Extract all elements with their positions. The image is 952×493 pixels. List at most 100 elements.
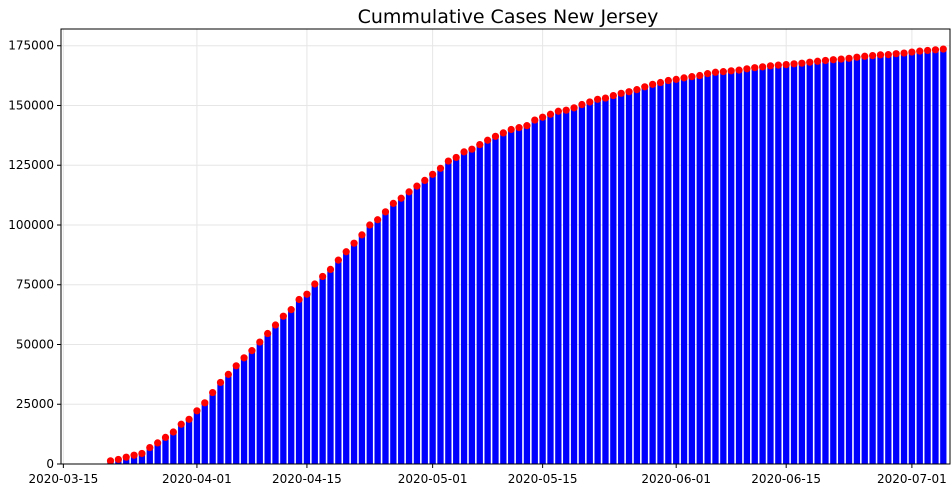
data-point-marker	[201, 399, 209, 407]
bar	[508, 129, 515, 465]
data-point-marker	[924, 46, 932, 55]
bar	[398, 198, 405, 464]
bar	[602, 98, 609, 465]
data-point-marker	[704, 70, 712, 78]
data-point-marker	[586, 98, 594, 106]
bar	[618, 93, 625, 464]
data-point-marker	[531, 116, 539, 124]
bar	[327, 269, 334, 464]
data-point-marker	[751, 64, 759, 72]
bar	[806, 62, 813, 464]
plot-frame	[60, 28, 951, 465]
bar	[712, 72, 719, 465]
data-point-marker	[507, 125, 515, 134]
bar	[264, 333, 271, 464]
bar	[138, 453, 146, 464]
data-point-marker	[169, 428, 177, 436]
x-axis: 2020-03-15 2020-04-01 2020-04-15 2020-05-01…	[28, 464, 947, 486]
bar	[248, 350, 256, 464]
bar	[343, 251, 350, 464]
data-point-marker	[719, 68, 727, 76]
data-point-marker	[342, 248, 350, 256]
data-point-marker	[491, 132, 500, 140]
bar	[641, 86, 648, 464]
data-point-marker	[774, 61, 782, 69]
bar	[217, 382, 224, 464]
data-point-marker	[837, 55, 845, 63]
data-point-marker	[114, 455, 122, 464]
bar	[476, 144, 483, 465]
bar	[728, 70, 735, 464]
data-point-marker	[389, 199, 397, 207]
y-tick-label: 0	[46, 457, 54, 471]
data-point-marker	[617, 89, 625, 97]
bar	[877, 54, 884, 465]
data-point-marker	[319, 272, 327, 281]
x-tick-label: 2020-04-01	[162, 472, 232, 486]
bar	[272, 325, 279, 464]
bar	[751, 67, 758, 464]
bar	[288, 309, 295, 464]
data-point-marker	[224, 370, 232, 378]
bar	[429, 174, 436, 464]
bar	[162, 437, 169, 464]
bar	[256, 342, 263, 464]
data-point-marker	[798, 59, 806, 67]
x-tick-label: 2020-05-01	[398, 472, 468, 486]
bar	[421, 180, 428, 464]
bar	[130, 455, 138, 464]
bar	[649, 84, 656, 464]
data-point-marker	[444, 157, 452, 165]
data-point-marker	[413, 182, 421, 190]
data-point-marker	[436, 164, 445, 172]
bar	[547, 114, 554, 464]
data-point-marker	[421, 176, 429, 185]
x-tick-label: 2020-04-15	[272, 472, 342, 486]
bar	[445, 161, 452, 464]
bar	[578, 104, 586, 465]
bar	[350, 243, 358, 464]
bar	[767, 65, 774, 464]
bar	[233, 365, 240, 464]
y-tick-label: 50000	[16, 337, 54, 351]
bar	[759, 66, 766, 464]
bar	[932, 49, 939, 465]
bar	[665, 80, 672, 464]
data-point-marker	[735, 66, 743, 74]
y-tick-label: 125000	[8, 158, 54, 172]
data-point-marker	[279, 312, 287, 320]
data-point-marker	[122, 453, 130, 461]
data-point-marker	[154, 439, 162, 447]
data-point-marker	[397, 194, 405, 202]
data-point-marker	[625, 88, 633, 96]
data-point-marker	[743, 65, 751, 73]
data-point-marker	[908, 48, 916, 56]
x-tick-label: 2020-03-15	[28, 472, 98, 486]
data-point-marker	[853, 53, 861, 61]
bar	[814, 61, 821, 465]
x-tick-label: 2020-07-01	[877, 472, 947, 486]
data-point-marker	[649, 80, 657, 88]
data-point-marker	[366, 221, 374, 229]
data-point-marker	[130, 451, 138, 459]
data-point-marker	[570, 104, 578, 112]
data-point-marker	[209, 388, 217, 397]
bar	[869, 55, 876, 464]
bar	[523, 125, 531, 465]
bar	[688, 76, 696, 464]
bar	[319, 276, 326, 464]
bar	[311, 283, 318, 464]
data-point-marker	[688, 73, 696, 81]
bar	[531, 120, 538, 464]
bar	[555, 111, 562, 464]
data-point-marker	[814, 57, 822, 65]
bar	[437, 168, 444, 464]
bar	[720, 71, 727, 464]
bar	[178, 424, 185, 464]
bar	[146, 447, 153, 464]
data-point-marker	[578, 100, 586, 109]
data-point-marker	[861, 52, 869, 60]
data-point-marker	[350, 239, 358, 247]
bar	[586, 101, 593, 464]
bar-series	[107, 49, 947, 465]
